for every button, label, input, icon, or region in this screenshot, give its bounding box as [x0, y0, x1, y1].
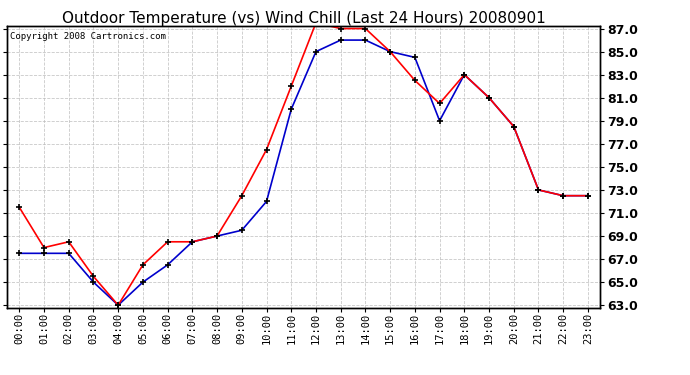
- Text: Copyright 2008 Cartronics.com: Copyright 2008 Cartronics.com: [10, 32, 166, 41]
- Text: Outdoor Temperature (vs) Wind Chill (Last 24 Hours) 20080901: Outdoor Temperature (vs) Wind Chill (Las…: [61, 11, 546, 26]
